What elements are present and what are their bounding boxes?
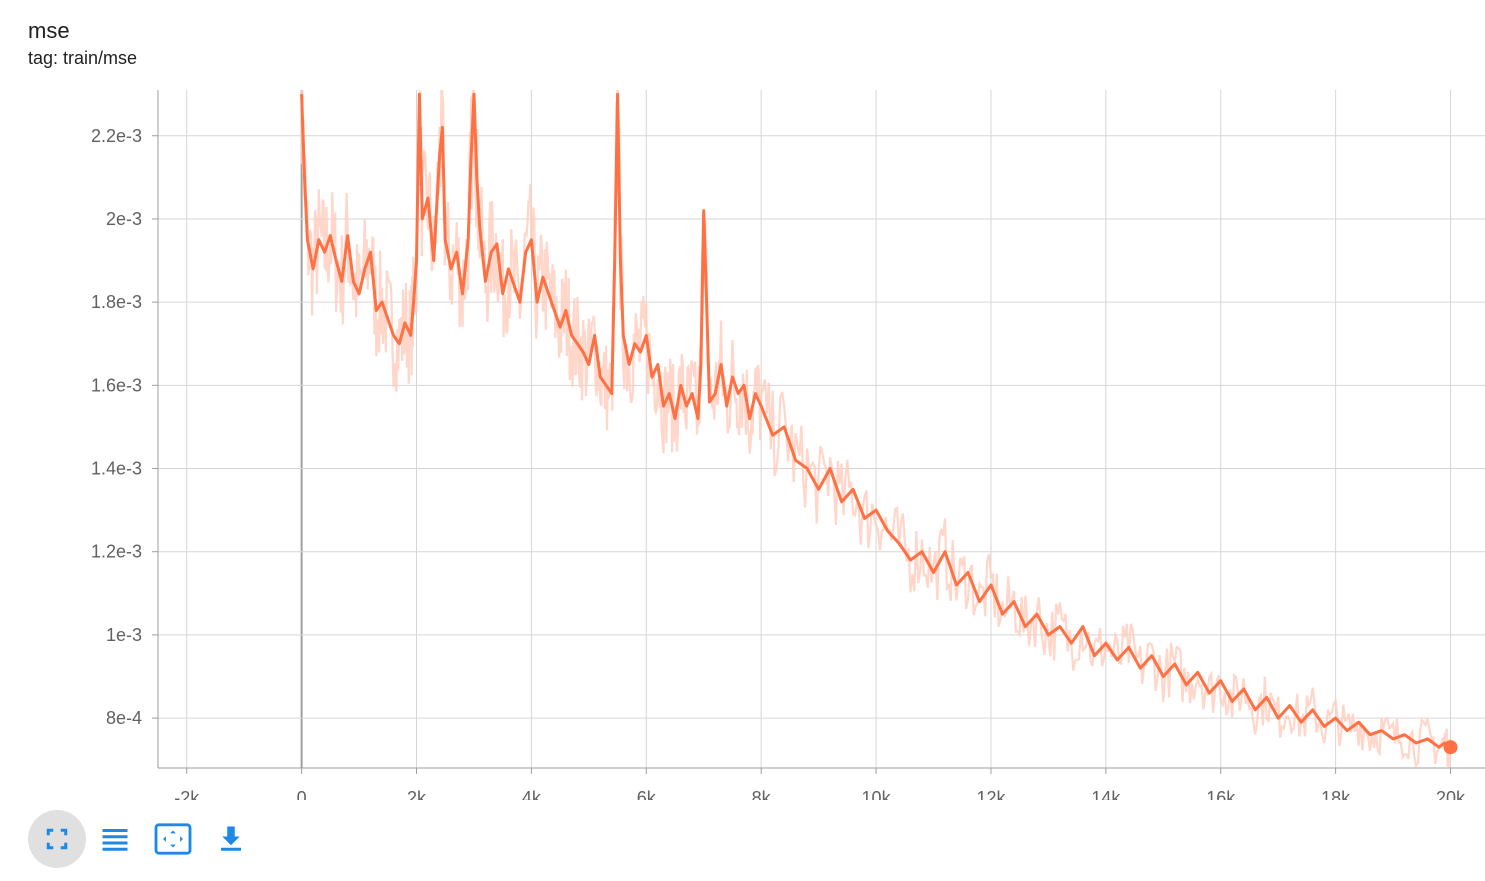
download-button[interactable] (202, 810, 260, 868)
x-tick-label: 0 (297, 788, 307, 800)
x-tick-label: 8k (752, 788, 772, 800)
y-tick-label: 1.4e-3 (91, 459, 142, 479)
y-tick-label: 2.2e-3 (91, 126, 142, 146)
y-tick-label: 1.8e-3 (91, 292, 142, 312)
toggle-log-scale-icon (102, 829, 128, 851)
y-tick-label: 2e-3 (106, 209, 142, 229)
last-point-marker (1443, 740, 1458, 755)
x-tick-label: 12k (976, 788, 1006, 800)
fullscreen-button[interactable] (28, 810, 86, 868)
fit-domain-icon (154, 823, 192, 855)
download-icon (221, 826, 241, 851)
fullscreen-icon (46, 828, 68, 850)
x-tick-label: 20k (1436, 788, 1466, 800)
y-tick-label: 8e-4 (106, 708, 142, 728)
y-tick-label: 1e-3 (106, 625, 142, 645)
x-tick-label: 6k (637, 788, 657, 800)
y-tick-label: 1.6e-3 (91, 375, 142, 395)
x-tick-label: 4k (522, 788, 542, 800)
x-tick-label: 14k (1091, 788, 1121, 800)
x-tick-label: 10k (862, 788, 892, 800)
x-tick-label: 18k (1321, 788, 1351, 800)
x-tick-label: 2k (407, 788, 427, 800)
line-chart[interactable]: -2k 0 2k 4k 6k 8k 10k 12k 14k 16k 18k 20k 8e-4 1e-3 1.… (0, 0, 1485, 800)
x-tick-label: 16k (1206, 788, 1236, 800)
raw-series-line (300, 90, 1451, 768)
fit-domain-button[interactable] (144, 810, 202, 868)
toggle-log-scale-button[interactable] (86, 810, 144, 868)
chart-title: mse (28, 18, 70, 43)
chart-toolbar (28, 810, 260, 868)
y-tick-label: 1.2e-3 (91, 542, 142, 562)
x-tick-label: -2k (174, 788, 200, 800)
chart-tag: tag: train/mse (28, 48, 138, 68)
smoothed-series-line (300, 92, 1452, 749)
